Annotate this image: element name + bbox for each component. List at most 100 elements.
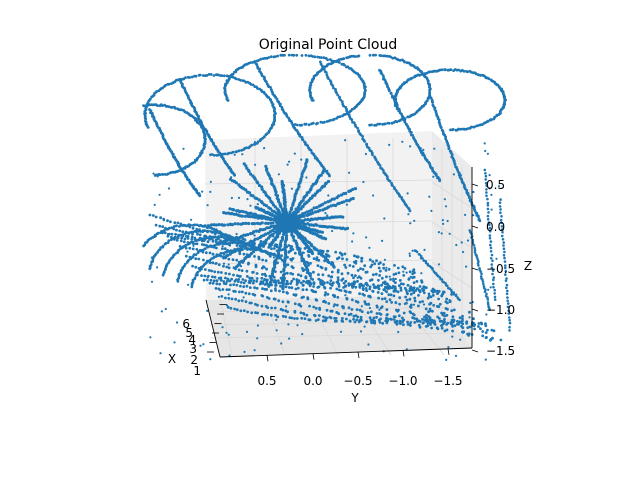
point xyxy=(194,257,198,261)
point xyxy=(407,213,410,216)
point xyxy=(280,254,283,257)
point xyxy=(252,222,257,226)
point xyxy=(390,121,394,125)
point xyxy=(293,197,297,201)
point xyxy=(395,104,399,108)
point xyxy=(396,290,400,294)
point xyxy=(306,261,310,265)
point xyxy=(409,292,413,296)
point xyxy=(386,319,389,323)
point xyxy=(252,279,256,283)
point xyxy=(452,308,456,312)
point xyxy=(191,264,195,268)
point xyxy=(320,56,323,59)
point xyxy=(180,108,183,112)
point xyxy=(479,275,483,278)
point xyxy=(377,318,381,322)
point xyxy=(385,266,388,269)
point xyxy=(242,285,246,289)
point xyxy=(170,106,174,109)
point xyxy=(465,322,468,325)
point xyxy=(408,289,412,293)
point xyxy=(446,219,449,223)
point xyxy=(392,315,396,318)
point xyxy=(321,202,325,206)
point xyxy=(176,221,180,225)
point xyxy=(331,84,335,87)
point xyxy=(254,205,258,209)
point xyxy=(391,184,394,188)
point xyxy=(369,295,372,299)
point xyxy=(337,285,341,288)
point xyxy=(363,293,366,297)
point xyxy=(356,315,360,319)
point xyxy=(250,222,254,226)
point xyxy=(264,164,268,168)
point xyxy=(315,205,319,210)
point xyxy=(355,318,359,322)
point xyxy=(345,297,349,301)
point xyxy=(193,223,197,227)
point xyxy=(264,133,268,137)
point xyxy=(195,223,199,227)
point xyxy=(493,288,497,292)
point xyxy=(228,207,232,211)
point xyxy=(261,228,265,232)
point xyxy=(203,243,206,247)
point xyxy=(436,292,439,295)
point xyxy=(504,273,507,276)
point xyxy=(203,225,206,228)
point xyxy=(383,217,386,220)
point xyxy=(505,283,509,287)
y-axis-line xyxy=(219,347,473,358)
point xyxy=(369,265,373,269)
point xyxy=(194,74,198,78)
point xyxy=(252,212,256,216)
point xyxy=(261,294,265,298)
point xyxy=(499,198,502,201)
point xyxy=(458,320,461,324)
point xyxy=(439,126,443,129)
point xyxy=(285,305,288,308)
point xyxy=(407,278,411,281)
point xyxy=(221,326,224,329)
point xyxy=(170,232,174,236)
point xyxy=(290,206,294,210)
point xyxy=(337,58,341,62)
point xyxy=(272,275,276,279)
point xyxy=(176,235,180,239)
point xyxy=(344,199,349,203)
point xyxy=(259,242,262,246)
point xyxy=(339,289,343,292)
point xyxy=(445,323,448,326)
point xyxy=(493,295,497,299)
point xyxy=(300,296,304,299)
point xyxy=(237,260,241,264)
point xyxy=(357,54,361,58)
point xyxy=(208,251,212,255)
point xyxy=(179,271,183,275)
point xyxy=(315,191,319,194)
point xyxy=(191,280,195,284)
point xyxy=(235,283,239,287)
point xyxy=(233,237,237,241)
point xyxy=(473,248,477,252)
point xyxy=(453,163,457,166)
point xyxy=(269,278,274,282)
point xyxy=(324,71,328,74)
point xyxy=(324,268,328,271)
point xyxy=(282,232,286,237)
point xyxy=(449,68,453,71)
point xyxy=(386,283,390,286)
x-axis-label: X xyxy=(168,352,176,366)
point xyxy=(330,284,334,287)
point xyxy=(373,286,377,290)
point xyxy=(322,56,326,60)
point xyxy=(387,267,391,271)
point xyxy=(348,319,352,323)
point xyxy=(233,222,237,226)
point xyxy=(215,246,218,250)
point xyxy=(324,300,328,304)
point xyxy=(413,296,417,300)
point xyxy=(353,320,357,324)
